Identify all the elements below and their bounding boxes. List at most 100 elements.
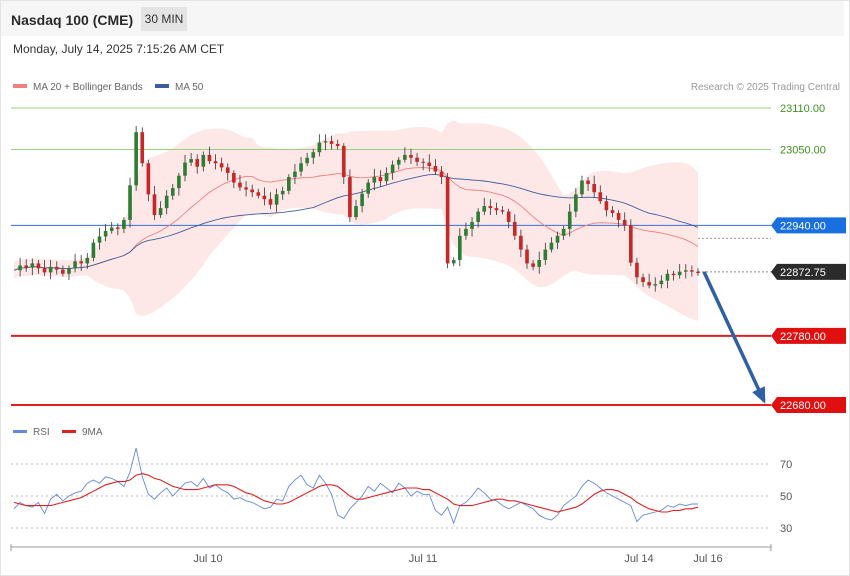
candle-body [677,271,682,276]
candle-body [641,277,645,283]
rsi-panel: 30 50 70 [11,447,792,535]
candle-body [158,208,163,216]
ma50-line [13,173,699,271]
ma50-legend-swatch [155,84,169,88]
candle-body [170,188,175,196]
candle-body [73,261,77,269]
candle-body [537,259,542,267]
candle-body [103,230,108,237]
candle-body [690,270,694,272]
candle-body [232,172,236,183]
candle-body [378,177,383,182]
candle-body [152,194,157,216]
candle-body [268,199,273,205]
candle-body [348,177,352,218]
rsi-legend-swatch [13,430,27,433]
candle-body [54,266,59,270]
candle-body [201,154,206,167]
candle-body [177,175,181,189]
candle-body [36,263,41,269]
resistance-label: 23110.00 [780,103,825,115]
candle-body [384,172,389,182]
candle-body [390,164,395,173]
candle-body [512,221,517,236]
candle-body [433,166,438,172]
candle-body [67,268,71,274]
candle-body [354,206,358,218]
timeframe-badge[interactable]: 30 MIN [141,7,187,31]
candle-body [323,141,328,143]
candle-body [409,154,413,158]
rsi-tick-label: 50 [780,491,792,503]
candle-body [567,211,572,229]
x-tick-label: Jul 16 [693,553,722,565]
candle-body [280,190,285,195]
candle-body [396,159,401,165]
candle-body [439,171,444,178]
candle-body [555,235,560,243]
candle-body [329,141,334,144]
level-labels: 23110.00 23050.00 22940.00 22872.75 22780.00… [771,103,846,413]
candle-body [616,212,621,220]
candle-body [299,163,303,172]
candle-body [372,177,377,183]
candle-body [207,154,212,162]
resistance-label: 23050.00 [780,144,826,156]
candle-body [580,180,584,195]
candle-body [671,273,676,276]
last-label: 22872.75 [780,267,826,279]
candle-body [48,266,53,273]
candle-body [341,145,346,178]
candle-body [317,142,322,153]
candle-body [128,185,132,220]
candle-body [195,159,200,167]
forecast-arrow-shaft [702,271,766,402]
candle-body [244,187,248,190]
candle-body [647,282,651,286]
x-tick-label: Jul 14 [624,553,653,565]
instrument-title: Nasdaq 100 (CME) [11,12,134,28]
candle-body [24,265,29,268]
candle-body [91,242,96,258]
candle-body [238,182,242,188]
candle-body [97,236,102,243]
candle-body [146,163,151,195]
rsi-tick-label: 30 [780,523,792,535]
candle-body [683,270,688,272]
ma20-legend-swatch [13,84,27,88]
timestamp: Monday, July 14, 2025 7:15:26 AM CET [13,42,225,56]
candle-body [476,211,480,222]
candle-body [488,206,493,209]
candle-body [305,157,309,164]
candle-body [549,242,554,250]
candle-body [610,210,615,213]
x-tick-label: Jul 11 [409,553,438,565]
candle-body [543,249,548,260]
candle-body [109,227,114,231]
candle-body [219,163,224,168]
candle-body [598,192,603,202]
candle-body [653,284,658,286]
credit-text: Research © 2025 Trading Central [691,82,840,93]
candle-body [415,157,419,162]
candle-body [164,195,169,209]
candle-body [256,192,261,196]
pivot-label-bg [771,217,846,234]
candle-body [122,219,126,229]
candle-body [134,132,138,186]
candle-body [250,189,254,193]
candle-body [85,257,90,264]
support-label-bg [771,327,846,344]
support-label: 22780.00 [780,331,826,343]
candle-body [225,167,230,173]
candle-body [293,171,297,178]
candle-body [262,195,267,200]
pivot-label: 22940.00 [780,220,826,232]
candle-body [665,273,670,281]
candle-body [427,162,432,167]
candle-body [335,143,340,146]
candle-body [360,193,364,207]
candle-body [213,161,218,164]
candlesticks [18,125,700,292]
